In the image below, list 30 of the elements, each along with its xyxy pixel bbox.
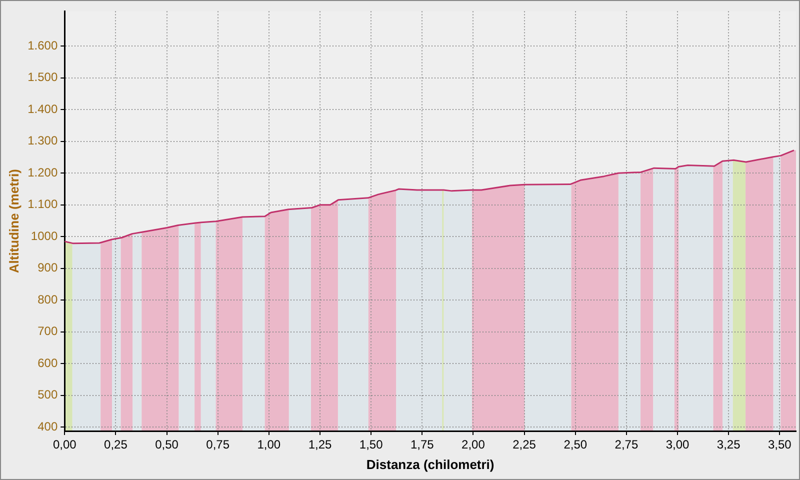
x-tick-label: 3,00 — [666, 438, 690, 452]
x-axis-title: Distanza (chilometri) — [366, 456, 494, 472]
x-tick-label: 3,50 — [768, 438, 792, 452]
y-tick-label: 1.300 — [28, 134, 58, 148]
y-tick-label: 800 — [38, 292, 58, 306]
x-tick-label: 1,25 — [308, 438, 332, 452]
y-tick-label: 1.600 — [28, 38, 58, 52]
y-tick-label: 1000 — [30, 228, 58, 243]
x-tick-label: 0,75 — [206, 438, 230, 452]
x-tick-label: 1,00 — [257, 438, 281, 452]
y-tick-label: 700 — [38, 324, 58, 338]
y-tick-label: 1.100 — [28, 197, 58, 212]
x-tick-label: 2,00 — [462, 438, 486, 452]
y-tick-label: 1.500 — [28, 70, 58, 84]
y-tick-label: 500 — [38, 388, 58, 402]
y-tick-label: 400 — [38, 420, 58, 434]
x-tick-label: 0,50 — [155, 438, 179, 452]
y-tick-label: 600 — [38, 356, 58, 370]
x-tick-label: 3,25 — [716, 438, 741, 452]
x-tick-label: 0,25 — [104, 438, 128, 452]
y-tick-label: 1.400 — [28, 102, 58, 116]
y-tick-label: 1.200 — [28, 165, 58, 180]
x-tick-label: 1,50 — [359, 438, 384, 452]
x-tick-label: 0,00 — [52, 438, 77, 452]
x-tick-label: 2,50 — [564, 438, 588, 452]
x-tick-label: 2,75 — [614, 438, 638, 452]
x-tick-label: 1,75 — [410, 438, 434, 452]
y-tick-label: 900 — [38, 260, 58, 275]
x-tick-label: 2,25 — [512, 438, 536, 452]
y-axis-title: Altitudine (metri) — [6, 169, 22, 274]
